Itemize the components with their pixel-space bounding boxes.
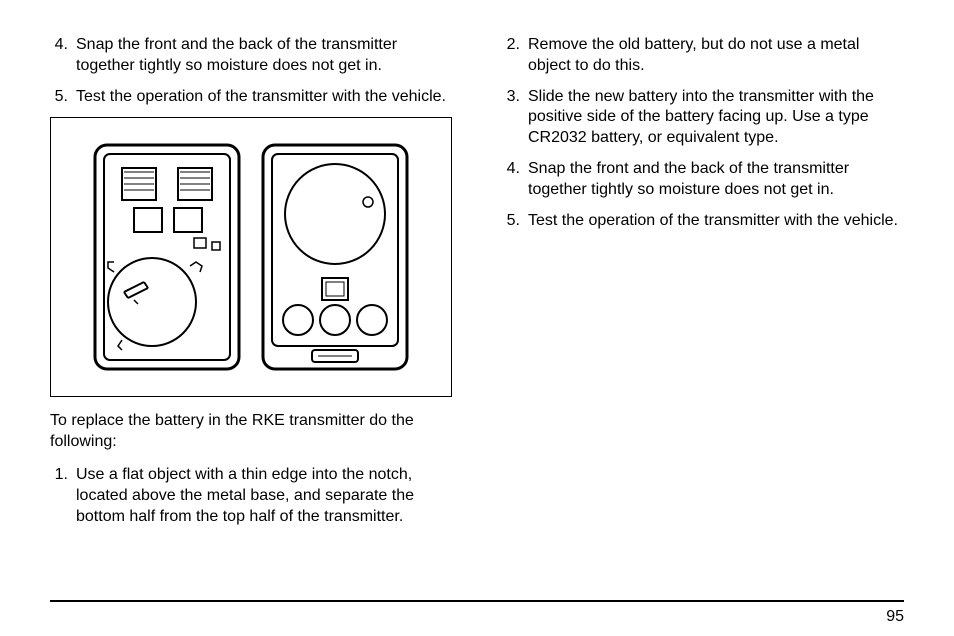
item-number: 5. — [502, 211, 528, 232]
left-column: 4. Snap the front and the back of the tr… — [50, 35, 452, 537]
transmitter-back-icon — [260, 142, 410, 372]
item-number: 5. — [50, 87, 76, 108]
item-number: 1. — [50, 465, 76, 527]
item-text: Snap the front and the back of the trans… — [528, 159, 904, 201]
page-number: 95 — [886, 608, 904, 626]
item-number: 4. — [502, 159, 528, 201]
footer-rule — [50, 600, 904, 602]
item-number: 3. — [502, 87, 528, 149]
list-item: 4. Snap the front and the back of the tr… — [50, 35, 452, 77]
item-text: Use a flat object with a thin edge into … — [76, 465, 452, 527]
list-item: 5. Test the operation of the transmitter… — [50, 87, 452, 108]
list-item: 2. Remove the old battery, but do not us… — [502, 35, 904, 77]
list-item: 4. Snap the front and the back of the tr… — [502, 159, 904, 201]
transmitter-front-icon — [92, 142, 242, 372]
item-text: Snap the front and the back of the trans… — [76, 35, 452, 77]
item-number: 2. — [502, 35, 528, 77]
item-text: Test the operation of the transmitter wi… — [528, 211, 904, 232]
list-item: 1. Use a flat object with a thin edge in… — [50, 465, 452, 527]
item-number: 4. — [50, 35, 76, 77]
page-content: 4. Snap the front and the back of the tr… — [0, 0, 954, 537]
item-text: Remove the old battery, but do not use a… — [528, 35, 904, 77]
list-item: 3. Slide the new battery into the transm… — [502, 87, 904, 149]
item-text: Test the operation of the transmitter wi… — [76, 87, 452, 108]
right-column: 2. Remove the old battery, but do not us… — [502, 35, 904, 537]
list-item: 5. Test the operation of the transmitter… — [502, 211, 904, 232]
item-text: Slide the new battery into the transmitt… — [528, 87, 904, 149]
intro-text: To replace the battery in the RKE transm… — [50, 411, 452, 453]
transmitter-diagram — [50, 117, 452, 397]
